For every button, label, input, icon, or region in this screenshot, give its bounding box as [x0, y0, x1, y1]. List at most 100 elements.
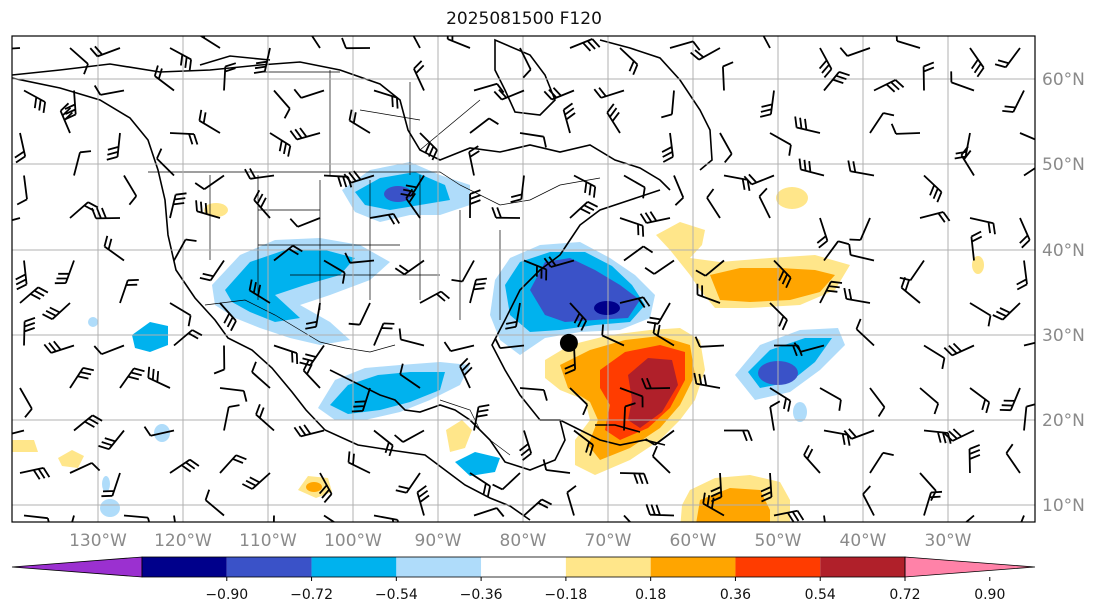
- wind-barb: [147, 366, 171, 389]
- colorbar-swatch: [481, 557, 566, 577]
- wind-barb: [847, 160, 875, 177]
- wind-barb: [343, 170, 375, 184]
- wind-barb: [473, 507, 505, 518]
- wind-barb: [869, 387, 886, 417]
- wind-barb: [253, 189, 271, 219]
- wind-barb: [373, 514, 399, 522]
- lat-label: 50°N: [1042, 155, 1085, 175]
- wind-barb: [373, 429, 394, 457]
- wind-barb: [623, 402, 636, 431]
- wind-barb: [311, 36, 321, 49]
- wind-barb: [302, 360, 321, 389]
- wind-barb: [42, 302, 71, 321]
- wind-barb: [373, 322, 395, 346]
- wind-barb: [519, 387, 548, 401]
- wind-barb: [760, 472, 773, 503]
- wind-barb: [543, 87, 575, 101]
- wind-barb: [413, 60, 425, 91]
- anomaly-blob-east-coast-peak: [594, 301, 620, 315]
- wind-barb: [143, 426, 175, 437]
- wind-barb: [562, 102, 576, 134]
- colorbar-tick-label: −0.18: [544, 587, 587, 603]
- colorbar-tick-label: −0.54: [375, 587, 418, 603]
- wind-barb: [251, 361, 271, 389]
- wind-barb: [992, 302, 1021, 321]
- coastlines: [12, 38, 713, 521]
- wind-barb: [23, 514, 50, 522]
- wind-barb: [269, 132, 292, 157]
- lon-label: 130°W: [69, 531, 127, 551]
- wind-barb: [543, 256, 575, 268]
- wind-barb: [293, 88, 325, 99]
- wind-barb: [73, 150, 92, 176]
- colorbar-tick-label: 0.18: [635, 587, 666, 603]
- wind-barb: [922, 61, 935, 91]
- wind-barb: [199, 259, 225, 282]
- wind-barb: [469, 277, 487, 304]
- colorbar: −0.90 −0.72 −0.54 −0.36 −0.18 0.18 0.36 0.54 0.7…: [11, 556, 1036, 603]
- wind-barb: [895, 36, 921, 49]
- anomaly-blob-small-4: [88, 317, 98, 327]
- wind-barb: [569, 387, 589, 416]
- wind-barb: [173, 329, 203, 347]
- wind-barb: [98, 429, 125, 451]
- wind-barb: [923, 174, 943, 203]
- wind-barb: [855, 318, 875, 347]
- wind-barb: [843, 287, 871, 304]
- wind-barb: [491, 206, 521, 219]
- wind-barb: [91, 207, 121, 220]
- colorbar-swatch: [735, 557, 821, 577]
- lon-label: 120°W: [154, 531, 212, 551]
- wind-barb: [344, 252, 375, 264]
- latitude-labels: 10°N 20°N 30°N 40°N 50°N 60°N: [1042, 70, 1085, 516]
- wind-barb: [473, 404, 490, 431]
- lon-label: 80°W: [500, 531, 547, 551]
- wind-barb: [204, 489, 225, 517]
- wind-barb: [106, 132, 121, 161]
- wind-barb: [89, 45, 121, 58]
- wind-barb: [305, 302, 321, 330]
- wind-barb: [1023, 167, 1035, 177]
- wind-barb: [695, 259, 725, 277]
- lat-label: 10°N: [1042, 496, 1085, 516]
- colorbar-tick-label: −0.90: [205, 587, 248, 603]
- colorbar-swatch: [226, 557, 312, 577]
- wind-barb: [519, 430, 533, 461]
- borders: [148, 70, 601, 456]
- lat-label: 20°N: [1042, 411, 1085, 431]
- wind-barb: [652, 322, 675, 347]
- wind-barb: [843, 428, 875, 440]
- wind-barb: [523, 259, 548, 281]
- wind-barb: [773, 509, 805, 522]
- wind-barb: [606, 103, 621, 134]
- wind-barb: [369, 213, 400, 225]
- wind-barb: [693, 372, 721, 389]
- wind-barb: [173, 238, 197, 261]
- wind-barb: [23, 317, 36, 346]
- wind-barb: [394, 429, 425, 443]
- wind-barb: [493, 88, 525, 101]
- lon-label: 40°W: [840, 531, 887, 551]
- wind-barb: [400, 175, 425, 197]
- wind-barb: [818, 47, 833, 78]
- wind-barb: [619, 217, 645, 237]
- colorbar-swatch: [820, 557, 905, 577]
- colorbar-swatch: [565, 557, 651, 577]
- wind-barb: [803, 444, 821, 474]
- wind-barb: [823, 71, 850, 92]
- wind-barb: [272, 515, 275, 522]
- wind-barb: [93, 344, 125, 356]
- wind-barb: [769, 387, 792, 412]
- wind-barb: [623, 245, 654, 262]
- wind-barb: [644, 259, 675, 275]
- wind-barb: [473, 82, 505, 94]
- anomaly-blob-far-west-2: [12, 440, 38, 452]
- wind-barb: [706, 188, 721, 219]
- wind-barb: [646, 302, 671, 325]
- wind-barb: [198, 109, 221, 134]
- wind-barb: [219, 387, 248, 402]
- wind-barb: [823, 429, 851, 446]
- wind-barb: [960, 145, 975, 176]
- wind-barb: [923, 429, 952, 444]
- wind-barb: [169, 458, 200, 474]
